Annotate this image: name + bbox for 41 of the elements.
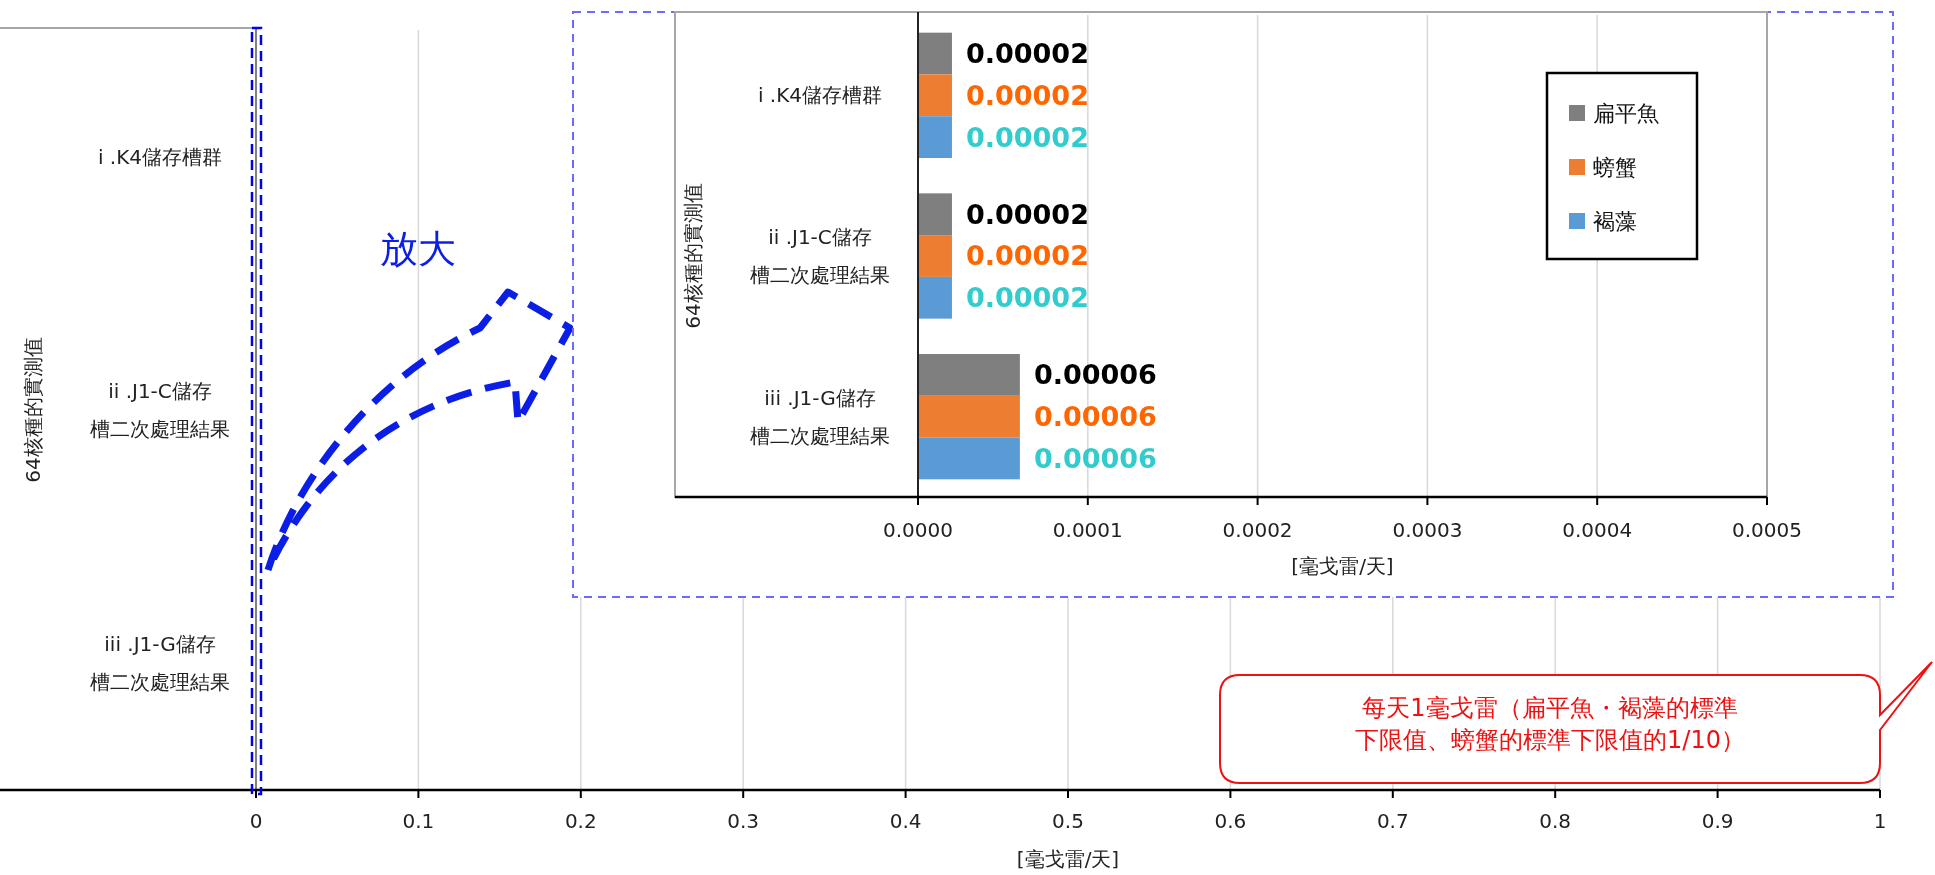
y-tick-label: ii .J1-C儲存槽二次處理結果 [90, 379, 230, 441]
legend-label: 褐藻 [1593, 209, 1637, 234]
data-label: 0.00006 [1033, 442, 1157, 474]
annotation: 每天1毫戈雷（扁平魚・褐藻的標準下限值、螃蟹的標準下限值的1/10） [1355, 694, 1745, 754]
x-tick-label: 0 [249, 809, 263, 833]
x-tick-label: 0.2 [564, 809, 597, 833]
x-tick-label: 0.0001 [1052, 518, 1123, 542]
x-tick-label: 0.0000 [883, 518, 953, 542]
x-axis-title: [毫戈雷/天] [1016, 847, 1120, 871]
x-tick-label: 0.0003 [1392, 518, 1463, 542]
y-tick-label: iii .J1-G儲存槽二次處理結果 [750, 385, 890, 448]
data-label: 0.00006 [1033, 359, 1157, 391]
x-axis-title: [毫戈雷/天] [1291, 554, 1394, 578]
x-tick-label: 0.8 [1539, 809, 1572, 833]
data-label: 0.00006 [1033, 401, 1157, 433]
y-tick-label: ii .J1-C儲存槽二次處理結果 [750, 225, 890, 287]
x-tick-label: 0.5 [1052, 809, 1084, 833]
x-tick-label: 1 [1873, 809, 1887, 833]
data-label: 0.00002 [965, 121, 1089, 153]
data-label: 0.00002 [965, 198, 1089, 230]
data-label: 0.00002 [965, 38, 1089, 70]
x-tick-label: 0.1 [402, 809, 435, 833]
x-tick-label: 0.0002 [1222, 518, 1293, 542]
x-tick-label: 0.0004 [1562, 518, 1633, 542]
x-tick-label: 0.4 [889, 809, 922, 833]
data-label: 0.00002 [965, 79, 1089, 111]
y-tick-label: iii .J1-G儲存槽二次處理結果 [90, 632, 230, 695]
legend-label: 扁平魚 [1593, 101, 1659, 126]
data-label: 0.00002 [965, 240, 1089, 272]
x-tick-label: 0.7 [1376, 809, 1409, 833]
y-tick-label: i .K4儲存槽群 [757, 83, 883, 108]
x-tick-label: 0.6 [1214, 809, 1247, 833]
x-tick-label: 0.0005 [1732, 518, 1802, 542]
legend-label: 螃蟹 [1593, 155, 1637, 180]
y-tick-label: i .K4儲存槽群 [97, 144, 223, 169]
data-label: 0.00002 [965, 282, 1089, 314]
x-tick-label: 0.9 [1701, 809, 1734, 833]
y-axis-title: 64核種的實測值 [21, 337, 45, 483]
annotation: 放大 [380, 227, 456, 271]
y-axis-title: 64核種的實測值 [681, 183, 705, 329]
x-tick-label: 0.3 [727, 809, 760, 833]
